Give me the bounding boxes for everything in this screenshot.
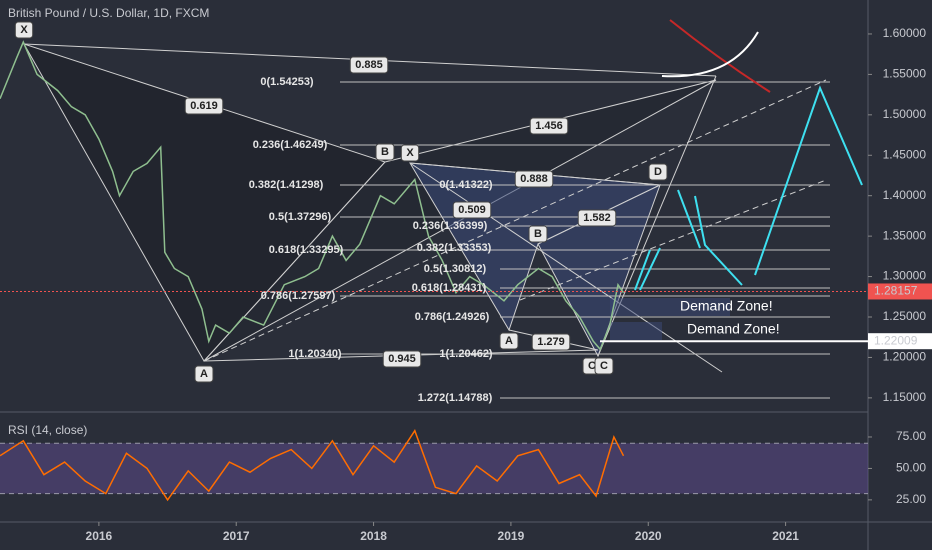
annotation-box: 0.885 [349, 56, 389, 74]
annotation: 0(1.54253) [260, 76, 314, 88]
annotation: 1.456 [535, 120, 563, 132]
annotation-box: X [14, 21, 34, 39]
x-tick-label: 2018 [360, 529, 387, 543]
annotation: C [600, 360, 608, 372]
y-tick-label: 50.00 [896, 461, 926, 475]
annotation-bg [514, 170, 554, 188]
annotation: X [20, 24, 28, 36]
annotation: A [200, 368, 208, 380]
y-tick-label: 1.15000 [883, 390, 927, 404]
annotation: 0.509 [458, 204, 486, 216]
annotation-bg [648, 163, 668, 181]
y-tick-label: 1.50000 [883, 107, 927, 121]
annotation-bg [400, 144, 420, 162]
rsi-title: RSI (14, close) [8, 423, 87, 437]
annotation-bg [594, 357, 614, 375]
price-marker-box [868, 333, 932, 350]
x-tick-label: 2019 [498, 529, 525, 543]
price-line [0, 429, 625, 502]
y-tick-label: 75.00 [896, 429, 926, 443]
annotation: 0.786(1.27597) [261, 290, 336, 302]
annotation-box: A [194, 365, 214, 383]
y-tick-label: 25.00 [896, 492, 926, 506]
annotation-box: C [594, 357, 614, 375]
annotation-bg [499, 332, 519, 350]
annotation-box: B [375, 143, 395, 161]
annotation: 0.236(1.36399) [413, 220, 488, 232]
x-tick-label: 2020 [635, 529, 662, 543]
annotation-bg [452, 201, 492, 219]
y-tick-label: 1.45000 [883, 147, 927, 161]
annotation-box: A [499, 332, 519, 350]
annotation-box: 0.888 [514, 170, 554, 188]
annotation-box: 0.945 [382, 350, 422, 368]
annotation: 0.618(1.33295) [269, 244, 344, 256]
annotation: B [534, 228, 542, 240]
annotation: 0.5(1.37296) [269, 211, 332, 223]
annotation: 1.272(1.14788) [418, 392, 493, 404]
rsi-band [0, 443, 868, 494]
x-tick-label: 2021 [772, 529, 799, 543]
x-tick-label: 2016 [86, 529, 113, 543]
annotation-bg [375, 143, 395, 161]
price-marker-label: 1.22009 [874, 333, 918, 347]
annotation: 0.382(1.33353) [417, 242, 492, 254]
annotation: Demand Zone! [680, 298, 773, 314]
annotation: X [406, 147, 414, 159]
x-tick-label: 2017 [223, 529, 250, 543]
annotation: 0.888 [520, 173, 548, 185]
annotation-box: 1.279 [531, 333, 571, 351]
annotation-bg [529, 117, 569, 135]
annotation-bg [382, 350, 422, 368]
annotation: D [654, 166, 662, 178]
annotation: C [588, 360, 596, 372]
y-tick-label: 1.25000 [883, 309, 927, 323]
annotation-box: 0.509 [452, 201, 492, 219]
price-line [0, 40, 625, 351]
y-tick-label: 1.60000 [883, 26, 927, 40]
annotation: 0.885 [355, 59, 383, 71]
annotation: 0.5(1.30812) [424, 263, 487, 275]
annotation: 1.279 [537, 336, 565, 348]
annotation: 1(1.20340) [288, 348, 342, 360]
annotation: Demand Zone! [687, 321, 780, 337]
y-tick-label: 1.20000 [883, 350, 927, 364]
annotation-bg [194, 365, 214, 383]
y-tick-label: 1.40000 [883, 188, 927, 202]
annotation: B [381, 146, 389, 158]
annotation-bg [528, 225, 548, 243]
y-tick-label: 1.30000 [883, 269, 927, 283]
y-tick-label: 1.55000 [883, 67, 927, 81]
annotation: 0(1.41322) [439, 179, 493, 191]
annotation: 0.786(1.24926) [415, 311, 490, 323]
annotation-bg [531, 333, 571, 351]
annotation-bg [577, 209, 617, 227]
annotation-bg [184, 97, 224, 115]
annotation-box: 1.456 [529, 117, 569, 135]
annotation-box: B [528, 225, 548, 243]
annotation-box: D [648, 163, 668, 181]
y-tick-label: 1.35000 [883, 228, 927, 242]
annotation: 1.582 [583, 212, 611, 224]
annotation: 0.619 [190, 100, 218, 112]
annotation-box: 0.619 [184, 97, 224, 115]
annotation-bg [14, 21, 34, 39]
price-marker-label: 1.28157 [874, 284, 918, 298]
chart-title: British Pound / U.S. Dollar, 1D, FXCM [8, 6, 209, 20]
price-marker-box [868, 283, 932, 300]
annotation: 0.945 [388, 353, 416, 365]
annotation-box: 1.582 [577, 209, 617, 227]
annotation-bg [349, 56, 389, 74]
annotation: 0.618(1.28431) [412, 282, 487, 294]
annotation: 0.236(1.46249) [253, 139, 328, 151]
annotation: 1(1.20462) [439, 348, 493, 360]
annotation: 0.382(1.41298) [249, 179, 324, 191]
annotation: A [505, 335, 513, 347]
annotation-box: X [400, 144, 420, 162]
